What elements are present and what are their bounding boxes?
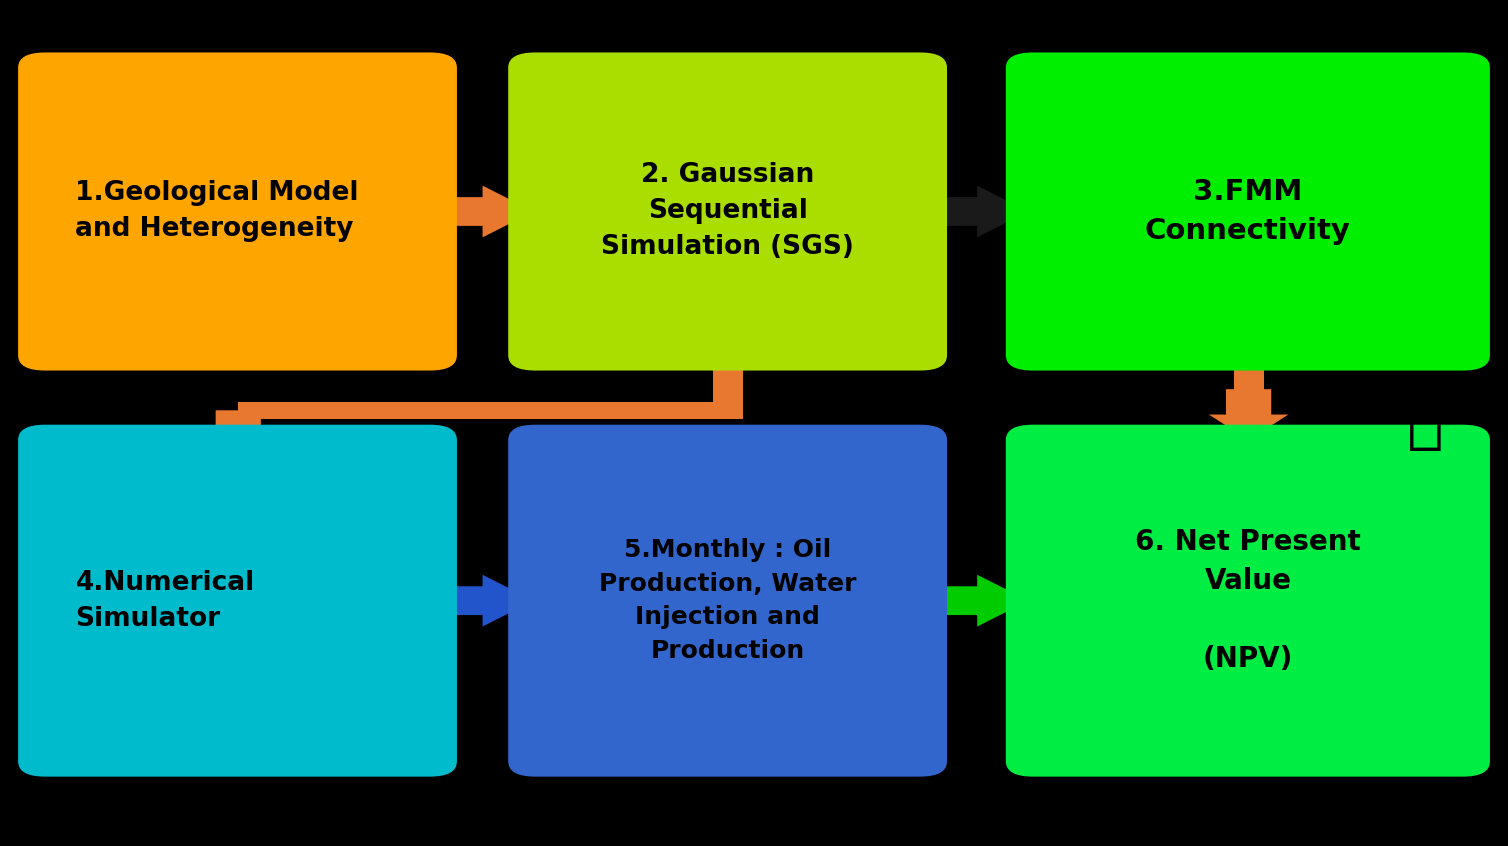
Text: 2. Gaussian
Sequential
Simulation (SGS): 2. Gaussian Sequential Simulation (SGS) bbox=[602, 162, 854, 261]
Text: 5.Monthly : Oil
Production, Water
Injection and
Production: 5.Monthly : Oil Production, Water Inject… bbox=[599, 538, 857, 663]
Text: 1.Geological Model
and Heterogeneity: 1.Geological Model and Heterogeneity bbox=[75, 180, 359, 243]
FancyBboxPatch shape bbox=[508, 425, 947, 777]
Text: 3.FMM
Connectivity: 3.FMM Connectivity bbox=[1145, 178, 1351, 245]
Polygon shape bbox=[238, 402, 743, 419]
Text: 🧠: 🧠 bbox=[1407, 393, 1443, 453]
Polygon shape bbox=[199, 410, 277, 461]
Text: 6. Net Present
Value

(NPV): 6. Net Present Value (NPV) bbox=[1136, 528, 1360, 673]
Polygon shape bbox=[713, 355, 743, 402]
Polygon shape bbox=[926, 185, 1028, 238]
FancyBboxPatch shape bbox=[1006, 52, 1490, 371]
FancyBboxPatch shape bbox=[1006, 425, 1490, 777]
Polygon shape bbox=[431, 574, 534, 627]
Polygon shape bbox=[926, 574, 1028, 627]
Polygon shape bbox=[1234, 355, 1264, 415]
FancyBboxPatch shape bbox=[508, 52, 947, 371]
FancyBboxPatch shape bbox=[18, 52, 457, 371]
Polygon shape bbox=[1209, 389, 1288, 440]
FancyBboxPatch shape bbox=[18, 425, 457, 777]
Text: 4.Numerical
Simulator: 4.Numerical Simulator bbox=[75, 569, 255, 632]
Polygon shape bbox=[431, 185, 534, 238]
